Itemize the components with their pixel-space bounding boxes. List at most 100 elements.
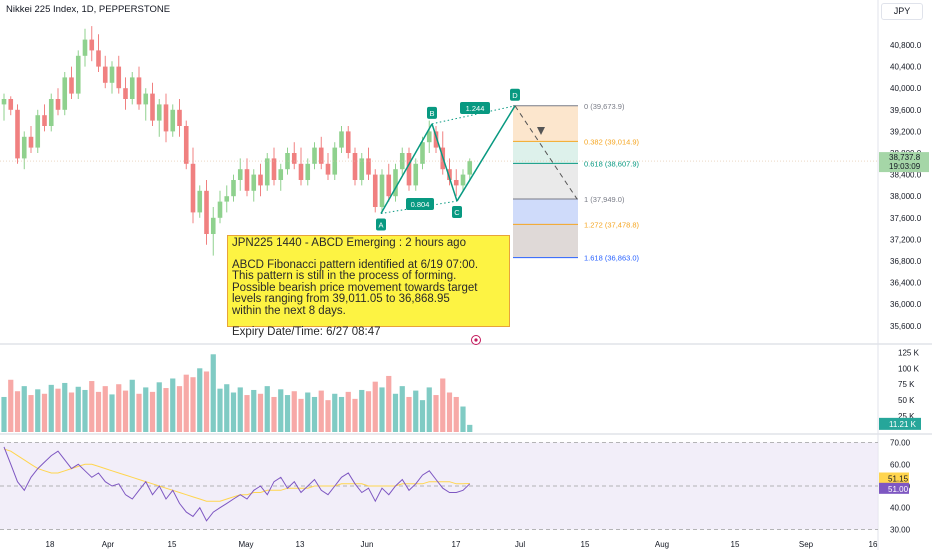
candle [28,136,34,148]
volume-bar [257,393,264,432]
candle [1,99,7,105]
fib-level-label: 1.618 (36,863.0) [584,254,640,263]
candle [48,99,54,126]
rsi-value-badge [879,472,909,484]
volume-bar [271,396,277,432]
candle [278,169,284,180]
volume-bar [28,395,34,432]
price-axis-tick: 36,800.0 [890,257,922,266]
info-box-expiry: Expiry Date/Time: 6/27 08:47 [232,326,381,338]
volume-bar [386,375,392,432]
candle [190,163,196,213]
ratio-label: 0.804 [411,200,430,209]
volume-axis-tick: 50 K [898,396,915,405]
time-axis-tick: May [238,540,253,549]
volume-bar [305,392,311,432]
info-box-line: within the next 8 days. [232,304,346,317]
fib-level-label: 0.618 (38,607.9) [584,159,640,168]
candle [264,158,270,186]
volume-bar [291,391,297,432]
ratio-label: 1.244 [466,104,485,113]
volume-bar [170,378,176,432]
ratio-label-box [460,102,490,114]
candle [460,174,466,186]
symbol-title[interactable]: Nikkei 225 Index, 1D, PEPPERSTONE [6,4,171,15]
candle [420,142,425,164]
volume-bar [460,406,466,432]
candle [406,153,412,186]
volume-bar [116,384,122,432]
candle [379,174,385,207]
volume-bar [230,392,237,432]
volume-bar [264,386,270,432]
fib-level-label: 1 (37,949.0) [584,195,625,204]
pattern-point-marker [510,88,520,101]
rsi-value-badge [879,482,909,494]
candle [177,109,182,126]
rsi-series-line [3,448,470,502]
volume-bar [345,391,351,432]
pattern-point-label: A [378,220,383,229]
pattern-point-label: B [429,109,434,118]
price-axis-tick: 38,400.0 [890,171,922,180]
candle [89,39,95,51]
candle [393,169,398,197]
pattern-leg [456,105,516,202]
volume-bar [467,424,473,432]
event-marker-dot [474,338,478,342]
volume-bar [440,378,446,432]
volume-bar [143,387,149,432]
price-axis-tick: 36,400.0 [890,279,922,288]
volume-bar [149,391,156,432]
volume-bar [122,390,129,432]
candle [251,174,257,191]
fib-zone [513,105,578,142]
volume-bar [62,382,68,432]
rsi-axis-tick: 70.00 [890,439,911,448]
currency-selector[interactable]: JPY [881,3,923,20]
last-price-badge [879,152,929,173]
candle [8,99,14,110]
candle [197,190,203,213]
time-axis-tick: Apr [102,540,115,549]
rsi-axis-tick: 60.00 [890,460,911,469]
candle [386,174,392,197]
fib-zone [513,163,578,199]
candle [116,66,122,89]
candle [244,169,250,191]
candle [35,115,41,148]
candle [163,104,169,132]
candle [453,180,459,186]
volume-bar [251,389,257,432]
rsi-axis-tick: 30.00 [890,525,911,534]
candle [285,153,290,170]
volume-last-label: 11.21 K [889,420,917,429]
volume-bar [1,396,7,432]
candle [258,174,263,186]
pattern-leg [380,123,433,214]
rsi-band [0,442,878,530]
volume-bar [163,388,169,432]
volume-bar [217,388,223,432]
candle [332,147,338,175]
time-axis-tick: 16 [869,540,878,549]
candle [372,174,378,207]
candle [96,50,101,67]
projection-arrow-icon [537,127,545,135]
price-axis-tick: 40,000.0 [890,84,922,93]
volume-bar [136,393,142,432]
time-axis-tick: 18 [46,540,55,549]
price-axis-tick: 39,200.0 [890,127,922,136]
candle [143,93,149,105]
pattern-point-marker [427,106,437,119]
pattern-point-marker [376,218,386,231]
candle [339,131,344,148]
volume-bar [359,389,365,432]
volume-axis-tick: 75 K [898,380,915,389]
volume-bar [372,381,378,432]
pattern-point-marker [452,206,462,219]
info-box-line: Possible bearish price movement towards … [232,281,478,294]
fib-level-label: 0 (39,673.9) [584,102,625,111]
volume-bar [197,368,203,432]
